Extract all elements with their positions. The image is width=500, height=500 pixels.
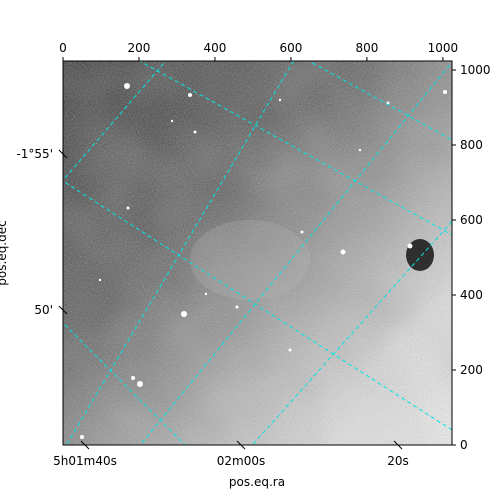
point-source (288, 348, 292, 352)
point-source (443, 90, 447, 94)
right-tick-label: 1000 (460, 63, 491, 77)
dec-tick-mark (58, 305, 68, 315)
point-source (98, 278, 102, 282)
point-source (80, 435, 84, 439)
top-tick-label: 200 (128, 41, 151, 55)
point-source (193, 130, 197, 134)
point-source (131, 376, 135, 380)
top-pixel-ticks: 0 200 400 600 800 1000 (59, 41, 458, 61)
grid-line (308, 61, 452, 141)
dec-ticks: -1°55' 50' (16, 147, 68, 317)
point-source (278, 98, 282, 102)
point-source (235, 305, 239, 309)
point-source (358, 148, 362, 152)
ra-tick-mark (236, 440, 246, 450)
plot-frame (62, 60, 453, 446)
top-tick-label: 0 (59, 41, 67, 55)
point-source (170, 119, 174, 123)
right-tick-label: 800 (460, 138, 483, 152)
point-source (340, 249, 346, 255)
ra-ticks: 5h01m40s 02m00s 20s (53, 440, 409, 468)
point-source (204, 292, 208, 296)
right-pixel-ticks: 0 200 400 600 800 1000 (452, 63, 491, 452)
point-source (300, 230, 304, 234)
right-tick-label: 200 (460, 363, 483, 377)
dec-tick-mark (58, 149, 68, 159)
point-source (124, 83, 130, 89)
top-tick-label: 600 (279, 41, 302, 55)
ra-tick-mark (393, 440, 403, 450)
right-tick-label: 0 (460, 438, 468, 452)
grid-line (65, 61, 295, 445)
right-tick-label: 600 (460, 213, 483, 227)
dec-tick-label: -1°55' (16, 147, 53, 161)
x-axis-label: pos.eq.ra (229, 475, 285, 489)
grid-line (138, 61, 452, 236)
grid-line (63, 322, 186, 445)
dec-tick-label: 50' (34, 303, 53, 317)
point-source (126, 206, 130, 210)
right-tick-label: 400 (460, 288, 483, 302)
sky-image (63, 61, 452, 445)
top-tick-label: 800 (355, 41, 378, 55)
coordinate-grid (63, 61, 452, 445)
grid-line (63, 61, 167, 182)
ra-tick-label: 5h01m40s (53, 454, 117, 468)
ra-tick-mark (80, 440, 90, 450)
point-source (181, 311, 187, 317)
point-source (188, 93, 192, 97)
ra-tick-label: 20s (387, 454, 409, 468)
top-tick-label: 400 (204, 41, 227, 55)
point-source (137, 381, 143, 387)
y-axis-label: pos.eq.dec (0, 220, 9, 285)
point-sources (80, 83, 447, 439)
point-source (407, 243, 413, 249)
grid-line (139, 61, 452, 445)
ra-tick-label: 02m00s (217, 454, 265, 468)
top-tick-label: 1000 (428, 41, 459, 55)
